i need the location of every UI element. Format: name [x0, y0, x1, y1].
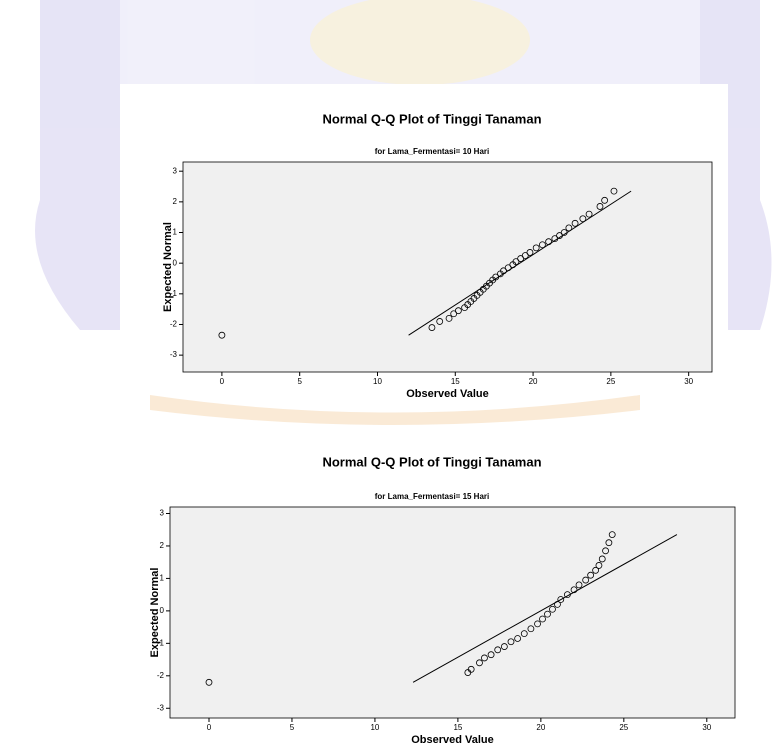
- y-axis-label: Expected Normal: [162, 222, 174, 312]
- y-tick-label: 2: [173, 197, 178, 206]
- x-tick-label: 30: [702, 723, 711, 732]
- x-tick-label: 0: [220, 377, 225, 386]
- x-tick-label: 10: [373, 377, 382, 386]
- chart-subtitle: for Lama_Fermentasi= 15 Hari: [375, 492, 490, 501]
- x-tick-label: 5: [297, 377, 302, 386]
- x-tick-label: 5: [290, 723, 295, 732]
- x-tick-label: 30: [684, 377, 693, 386]
- x-tick-label: 10: [370, 723, 379, 732]
- x-axis-label: Observed Value: [406, 388, 489, 400]
- chart-title: Normal Q-Q Plot of Tinggi Tanaman: [322, 454, 541, 469]
- y-tick-label: -3: [157, 703, 165, 712]
- y-tick-label: -3: [170, 350, 178, 359]
- y-axis-label: Expected Normal: [149, 568, 161, 658]
- y-tick-label: 2: [160, 541, 165, 550]
- chart-subtitle: for Lama_Fermentasi= 10 Hari: [375, 147, 490, 156]
- plot-area: [170, 507, 735, 718]
- plot-area: [183, 162, 712, 372]
- y-tick-label: 3: [173, 166, 178, 175]
- y-tick-label: 3: [160, 509, 165, 518]
- x-tick-label: 0: [207, 723, 212, 732]
- page: Normal Q-Q Plot of Tinggi Tanaman for Lam…: [0, 0, 783, 750]
- x-tick-label: 20: [536, 723, 545, 732]
- x-tick-label: 25: [619, 723, 628, 732]
- x-axis-label: Observed Value: [411, 734, 494, 746]
- x-tick-label: 15: [453, 723, 462, 732]
- chart-title: Normal Q-Q Plot of Tinggi Tanaman: [322, 111, 541, 126]
- x-tick-label: 15: [451, 377, 460, 386]
- y-tick-label: -2: [170, 320, 178, 329]
- x-tick-label: 25: [606, 377, 615, 386]
- x-tick-label: 20: [529, 377, 538, 386]
- y-tick-label: -2: [157, 671, 165, 680]
